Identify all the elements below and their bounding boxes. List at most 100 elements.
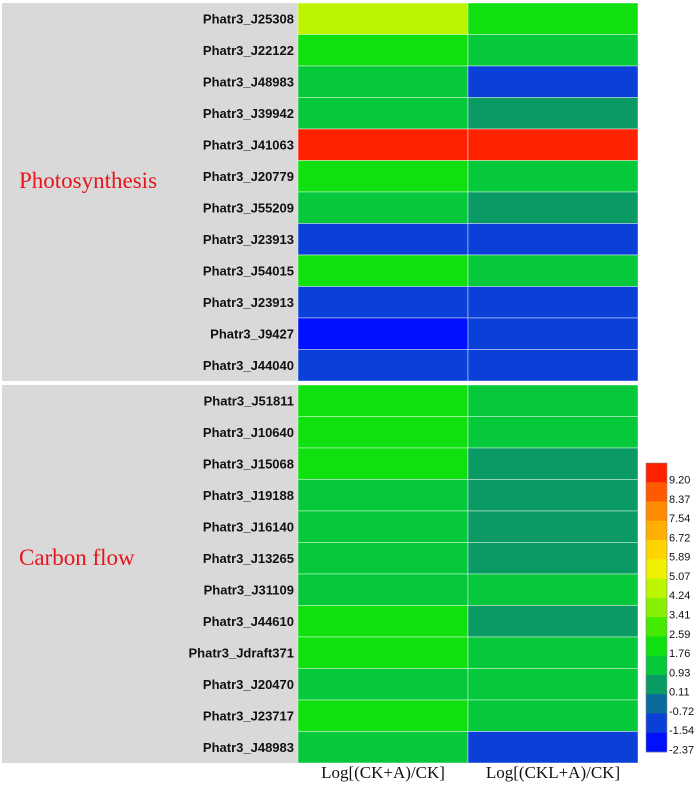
heatmap-cell [467,636,639,669]
heatmap-cell [297,479,469,512]
legend-frame [645,462,668,753]
legend-swatch [646,617,667,637]
heatmap-cell [297,223,469,256]
heatmap-cell [467,223,639,256]
heatmap-cell [467,128,639,161]
heatmap-cell [467,2,639,35]
column-label: Log[(CKL+A)/CK] [486,763,620,782]
row-label: Phatr3_J22122 [203,43,294,58]
group-label: Photosynthesis [19,168,157,193]
row-label: Phatr3_J48983 [203,74,294,89]
legend-swatch [646,463,667,483]
row-labels: Phatr3_J25308 Phatr3_J22122 Phatr3_J48983 P… [19,11,294,755]
heatmap-cell [297,731,469,764]
legend-tick-label: 4.24 [669,590,690,602]
heatmap-cell [467,160,639,193]
heatmap-cell [297,542,469,575]
heatmap-cell [467,542,639,575]
row-label: Phatr3_J15068 [203,456,294,471]
legend-tick-label: -0.72 [669,706,694,718]
heatmap-cell [467,510,639,543]
heatmap-cell [297,349,469,382]
legend-swatch [646,482,667,502]
heatmap-cell [467,416,639,449]
heatmap-cell [297,605,469,638]
row-label: Phatr3_J9427 [210,326,294,341]
row-label: Phatr3_J31109 [204,582,294,597]
heatmap-cell [297,191,469,224]
legend-tick-label: -2.37 [669,744,694,756]
row-label: Phatr3_Jdraft371 [189,645,295,660]
heatmap-cell [297,384,469,417]
column-label: Log[(CK+A)/CK] [321,763,445,782]
row-label: Phatr3_J20779 [203,169,294,184]
heatmap-cell [297,416,469,449]
heatmap-cell [297,286,469,319]
heatmap-cell [297,668,469,701]
legend-swatch [646,694,667,714]
heatmap-cell [467,286,639,319]
heatmap-cell [467,668,639,701]
heatmap-cell [467,731,639,764]
heatmap-cell [297,573,469,606]
legend-tick-label: 7.54 [669,513,690,525]
heatmap-cell [467,191,639,224]
heatmap-cell [467,384,639,417]
heatmap-cell [297,34,469,67]
legend-tick-label: 5.89 [669,552,690,564]
heatmap-cell [467,479,639,512]
row-label: Phatr3_J19188 [203,488,294,503]
heatmap-cell [467,254,639,287]
heatmap-cell [297,254,469,287]
row-label: Phatr3_J44040 [203,358,294,373]
legend-tick-label: 9.20 [669,475,690,487]
heatmap-cell [467,349,639,382]
heatmap-cell [467,97,639,130]
group-background [2,3,298,381]
heatmap-cell [467,65,639,98]
color-legend: 9.20 8.37 7.54 6.72 5.89 5.07 4.24 3.41 2.59 1.76… [645,462,694,756]
legend-tick-label: 1.76 [669,648,690,660]
heatmap-cell [297,65,469,98]
heatmap-cells [297,2,639,764]
legend-tick-label: 0.11 [669,687,690,699]
legend-swatch [646,520,667,541]
row-label: Phatr3_J48983 [203,740,294,755]
legend-swatch [646,732,667,753]
row-label: Phatr3_J16140 [203,519,294,534]
legend-swatch [646,559,667,579]
column-labels: Log[(CK+A)/CK] Log[(CKL+A)/CK] [321,763,620,782]
heatmap-cell [467,447,639,480]
row-label: Phatr3_J44610 [203,614,294,629]
legend-tick-label: 3.41 [669,610,690,622]
legend-tick-label: 5.07 [669,571,690,583]
group-label: Carbon flow [19,545,135,570]
legend-swatch [646,655,667,676]
row-label: Phatr3_J23717 [203,708,294,723]
heatmap-cell [297,97,469,130]
row-label: Phatr3_J55209 [203,200,294,215]
heatmap-cell [297,447,469,480]
legend-swatch [646,636,667,656]
heatmap-cell [467,605,639,638]
heatmap-cell [467,573,639,606]
row-label: Phatr3_J10640 [203,425,294,440]
row-label: Phatr3_J41063 [203,137,294,152]
heatmap-cell [297,2,469,35]
row-label: Phatr3_J20470 [203,677,294,692]
legend-tick-label: 8.37 [669,494,690,506]
row-label: Phatr3_J23913 [203,295,294,310]
legend-swatch [646,501,667,522]
heatmap-cell [467,34,639,67]
row-label: Phatr3_J13265 [203,551,294,566]
legend-swatch [646,597,667,618]
row-label: Phatr3_J39942 [203,106,294,121]
heatmap-cell [297,636,469,669]
heatmap-cell [297,128,469,161]
heatmap-cell [297,699,469,732]
row-label: Phatr3_J54015 [203,263,294,278]
heatmap-cell [467,699,639,732]
group-backgrounds [2,3,298,763]
heatmap-cell [297,510,469,543]
legend-tick-label: 2.59 [669,629,690,641]
